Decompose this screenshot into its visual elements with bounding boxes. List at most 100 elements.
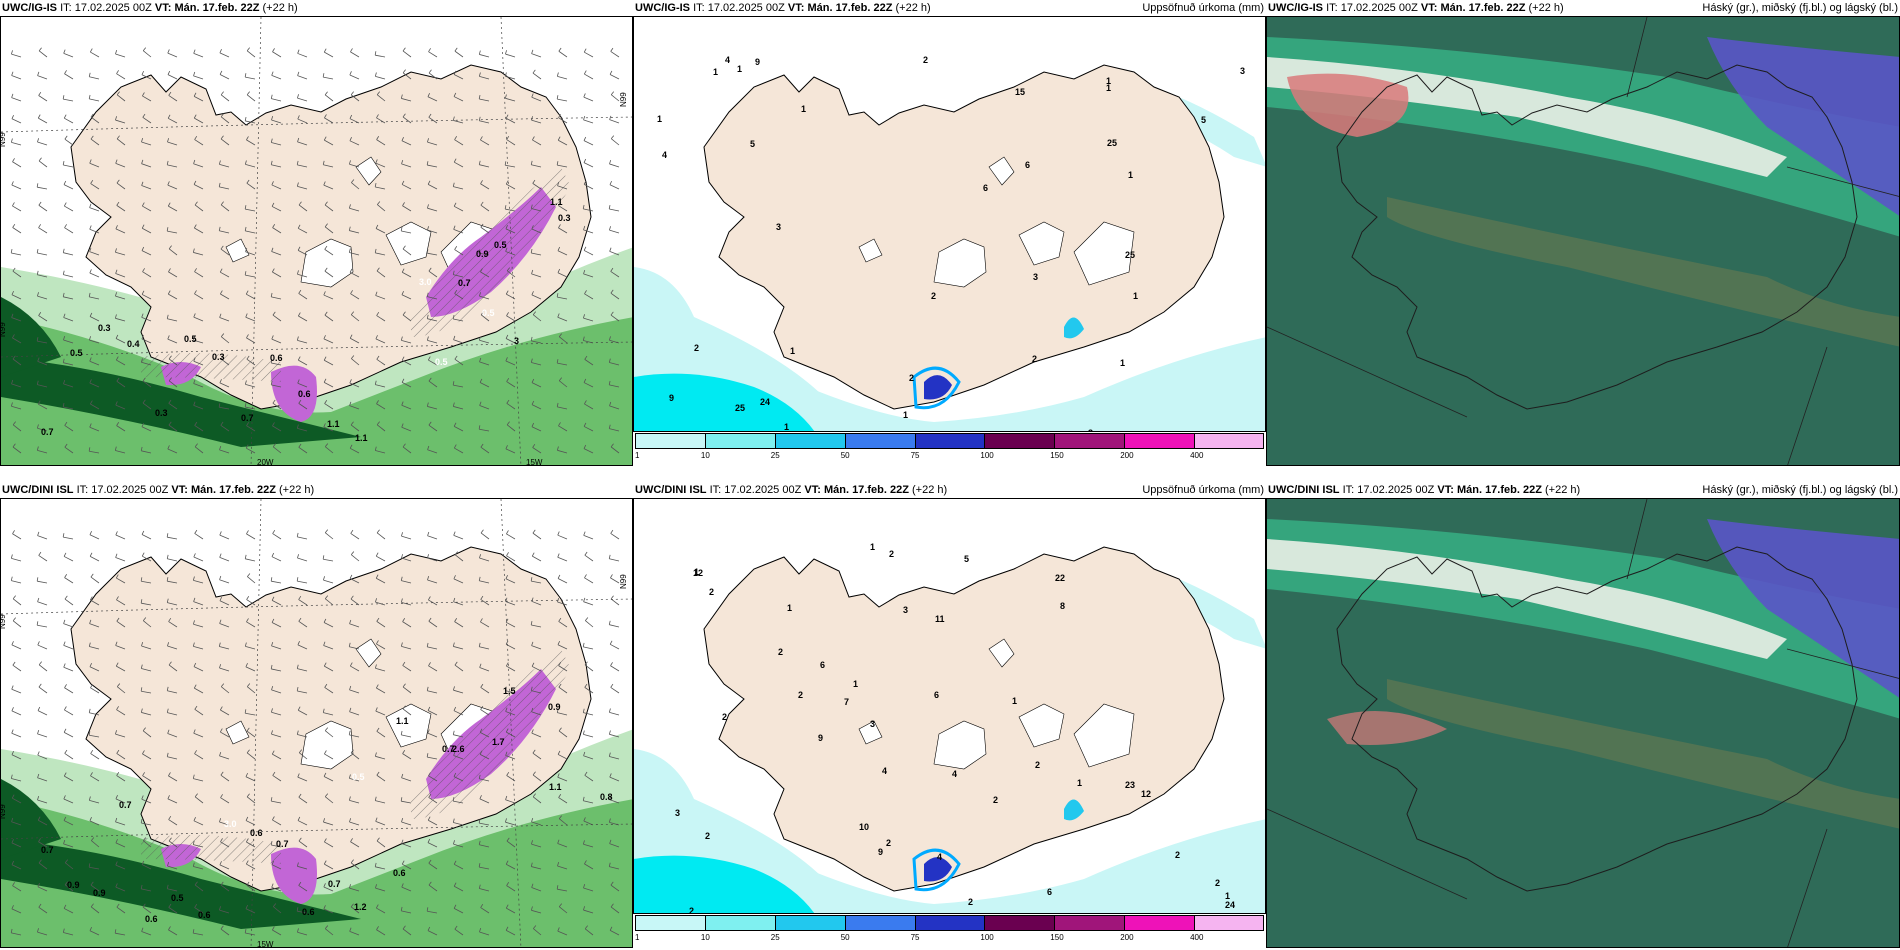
wind-barb	[608, 730, 620, 738]
gust-value-label: 0.6	[198, 910, 211, 920]
wind-barb	[350, 529, 360, 540]
wind-barb	[37, 729, 48, 738]
wind-barb	[322, 555, 334, 562]
wind-barb	[219, 751, 230, 760]
precip-value-label: 6	[934, 690, 939, 700]
wind-barb	[218, 642, 230, 650]
wind-barb	[11, 93, 22, 102]
wind-barb	[505, 818, 516, 826]
gust-value-label: 0.3	[155, 408, 168, 418]
wind-barb	[298, 749, 308, 760]
wind-barb	[63, 904, 74, 914]
precip-value-label: 24	[760, 397, 770, 407]
wind-barb	[505, 334, 516, 344]
wind-barb	[505, 795, 516, 804]
map-frame	[1266, 498, 1900, 948]
precip-value-label: 4	[937, 852, 942, 862]
map-canvas	[1267, 17, 1899, 465]
wind-barb	[37, 706, 48, 716]
wind-barb	[609, 180, 620, 190]
gust-value-label: 0.4	[127, 339, 140, 349]
it-label: IT:	[693, 2, 705, 14]
wind-barb	[427, 92, 438, 102]
wind-barb	[454, 136, 464, 146]
wind-barb	[584, 925, 594, 936]
wind-barb	[246, 596, 256, 606]
wind-barb	[296, 577, 308, 584]
wind-barb	[297, 706, 308, 716]
wind-barb	[142, 47, 152, 58]
wind-barb	[11, 379, 22, 388]
wind-barb	[90, 179, 100, 190]
wind-barb	[531, 400, 542, 410]
wind-barb	[141, 290, 152, 300]
wind-barb	[64, 224, 74, 234]
gust-value-label: 0.7	[41, 845, 54, 855]
wind-barb	[323, 335, 334, 344]
wind-barb	[193, 71, 204, 80]
precip-value-label: 1	[787, 603, 792, 613]
precip-value-label: 2	[709, 587, 714, 597]
wind-barb	[88, 708, 100, 716]
wind-barb	[271, 335, 282, 344]
wind-barb	[531, 729, 542, 738]
wind-barb	[324, 595, 334, 606]
gust-value-label: 0.7	[119, 800, 132, 810]
wind-barb	[194, 135, 204, 146]
precip-value-label: 1	[1120, 358, 1125, 368]
wind-barb	[480, 618, 490, 628]
wind-barb	[556, 359, 568, 366]
precip-value-label: 25	[1125, 250, 1135, 260]
wind-barb	[400, 642, 412, 650]
wind-barb	[88, 292, 100, 300]
wind-barb	[324, 114, 334, 124]
wind-barb	[36, 424, 48, 432]
wind-barb	[375, 335, 386, 344]
wind-barb	[116, 617, 126, 628]
wind-barb	[166, 708, 178, 716]
wind-barb	[194, 443, 204, 454]
wind-barb	[401, 137, 412, 146]
wind-barb	[427, 226, 438, 234]
gust-value-label: 0.6	[298, 389, 311, 399]
wind-barb	[89, 357, 100, 366]
precip-value-label: 4	[662, 150, 667, 160]
wind-barb	[323, 136, 334, 146]
wind-barb	[323, 662, 334, 672]
precip-value-label: 2	[886, 838, 891, 848]
wind-barb	[324, 529, 334, 540]
wind-barb	[505, 597, 516, 606]
precip-value-label: 1	[657, 114, 662, 124]
wind-barb	[426, 907, 438, 914]
precip-value-label: 1	[1012, 696, 1017, 706]
axis-label: N99	[1, 804, 7, 819]
wind-barb	[90, 903, 100, 914]
panel-title: UWC/IG-IS IT: 17.02.2025 00Z VT: Mán. 17…	[1268, 2, 1564, 14]
wind-barb	[194, 529, 204, 540]
wind-barb	[271, 926, 282, 936]
wind-barb	[89, 662, 100, 672]
panel-title: UWC/IG-IS IT: 17.02.2025 00Z VT: Mán. 17…	[635, 2, 931, 14]
precip-value-label: 9	[878, 847, 883, 857]
wind-barb	[142, 268, 152, 278]
wind-barb	[63, 114, 74, 124]
wind-barb	[194, 750, 204, 760]
vt-label: VT:	[1437, 484, 1454, 496]
wind-barb	[531, 422, 542, 432]
wind-barb	[10, 248, 22, 256]
wind-barb	[245, 313, 256, 322]
wind-barb	[556, 293, 568, 300]
wind-barb	[480, 268, 490, 278]
wind-barb	[376, 529, 386, 540]
legend-swatch	[844, 433, 915, 449]
wind-barb	[401, 356, 412, 366]
wind-barb	[141, 181, 152, 190]
wind-barb	[349, 662, 360, 672]
wind-barb	[38, 91, 48, 102]
legend-tick-labels: 1 10 25 50 75 100 150 200 400	[635, 933, 1264, 945]
wind-barb	[193, 92, 204, 102]
wind-barb	[609, 70, 620, 80]
glacier-area	[385, 703, 432, 748]
precip-value-label: 7	[844, 697, 849, 707]
precip-value-label: 1	[713, 67, 718, 77]
